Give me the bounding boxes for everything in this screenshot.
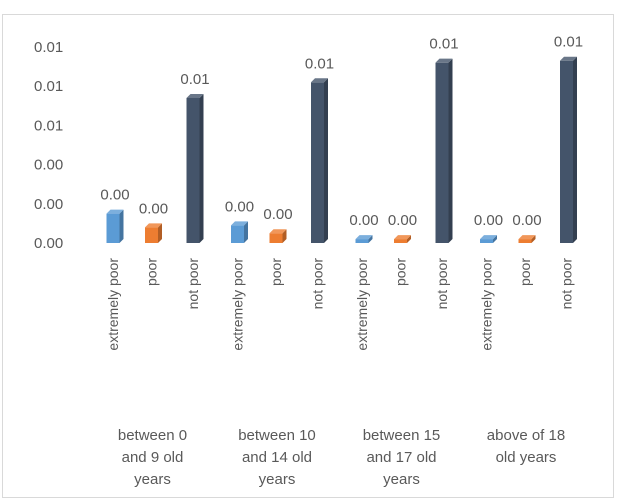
bar bbox=[145, 227, 158, 243]
data-label: 0.01 bbox=[180, 71, 209, 88]
y-tick-label: 0.00 bbox=[34, 196, 63, 213]
data-label: 0.00 bbox=[263, 206, 292, 223]
bar-top bbox=[186, 93, 204, 98]
chart-border bbox=[2, 14, 614, 498]
bar-side bbox=[244, 221, 248, 243]
bar bbox=[560, 60, 573, 243]
data-label: 0.00 bbox=[388, 212, 417, 229]
bar bbox=[269, 233, 283, 243]
bar bbox=[231, 225, 244, 243]
bar-category-label: poor bbox=[268, 258, 284, 286]
group-label: and 17 old bbox=[366, 449, 436, 466]
category-labels: extremely poor poor not poor extremely poor… bbox=[105, 258, 575, 351]
group-label: years bbox=[134, 471, 171, 488]
group-label: years bbox=[259, 471, 296, 488]
data-label: 0.00 bbox=[100, 187, 129, 204]
bar-side bbox=[199, 93, 204, 244]
bar-side bbox=[573, 56, 577, 243]
bar-top bbox=[231, 221, 248, 226]
bar bbox=[480, 239, 493, 243]
group-label: between 15 bbox=[363, 427, 441, 444]
bar-category-label: not poor bbox=[434, 258, 450, 310]
y-axis-ticks: 0.00 0.00 0.00 0.01 0.01 0.01 bbox=[34, 39, 63, 252]
y-tick-label: 0.00 bbox=[34, 235, 63, 252]
bar-category-label: poor bbox=[393, 258, 409, 286]
bar-category-label: extremely poor bbox=[479, 258, 495, 351]
data-labels: 0.00 0.00 0.01 0.00 0.00 0.01 0.00 0.00 0.01 0.00… bbox=[100, 34, 583, 229]
data-label: 0.00 bbox=[139, 200, 168, 217]
data-label: 0.01 bbox=[305, 55, 334, 72]
bar-series bbox=[106, 56, 577, 244]
bar-category-label: extremely poor bbox=[105, 258, 121, 351]
y-tick-label: 0.01 bbox=[34, 78, 63, 95]
group-label: and 14 old bbox=[242, 449, 312, 466]
bar-top bbox=[480, 235, 497, 240]
bar bbox=[518, 239, 532, 243]
bar-category-label: not poor bbox=[310, 258, 326, 310]
y-tick-label: 0.00 bbox=[34, 157, 63, 174]
bar-side bbox=[493, 235, 497, 243]
group-label: above of 18 bbox=[487, 427, 565, 444]
bar-category-label: extremely poor bbox=[230, 258, 246, 351]
data-label: 0.01 bbox=[554, 34, 583, 51]
y-tick-label: 0.01 bbox=[34, 117, 63, 134]
group-label: and 9 old bbox=[122, 449, 184, 466]
bar-side bbox=[448, 58, 453, 244]
bar bbox=[106, 213, 120, 243]
bar-top bbox=[394, 235, 411, 240]
data-label: 0.00 bbox=[225, 198, 254, 215]
bar bbox=[355, 239, 369, 243]
bar-category-label: extremely poor bbox=[354, 258, 370, 351]
group-label: between 10 bbox=[238, 427, 316, 444]
group-label: between 0 bbox=[118, 427, 187, 444]
bar-category-label: not poor bbox=[185, 258, 201, 310]
bar-side bbox=[368, 235, 373, 243]
bar bbox=[435, 62, 449, 244]
group-label: years bbox=[383, 471, 420, 488]
group-labels: between 0 and 9 old years between 10 and 14 … bbox=[118, 427, 565, 488]
bar-side bbox=[324, 78, 328, 243]
bar-top bbox=[269, 229, 287, 234]
bar-category-label: poor bbox=[517, 258, 533, 286]
bar-side bbox=[407, 235, 411, 243]
bar-top bbox=[518, 235, 536, 240]
bar-category-label: poor bbox=[144, 258, 160, 286]
group-label: old years bbox=[496, 449, 557, 466]
bar bbox=[311, 82, 324, 243]
y-tick-label: 0.01 bbox=[34, 39, 63, 56]
data-label: 0.00 bbox=[512, 212, 541, 229]
bar bbox=[394, 239, 407, 243]
data-label: 0.01 bbox=[429, 36, 458, 53]
bar-top bbox=[435, 58, 453, 63]
bar-side bbox=[282, 229, 287, 243]
bar-top bbox=[560, 56, 577, 61]
bar-top bbox=[106, 209, 124, 214]
bar-side bbox=[158, 223, 162, 243]
bar-category-label: not poor bbox=[559, 258, 575, 310]
bar-top bbox=[355, 235, 373, 240]
data-label: 0.00 bbox=[474, 212, 503, 229]
bar-side bbox=[119, 209, 124, 243]
bar-top bbox=[145, 223, 162, 228]
bar-top bbox=[311, 78, 328, 83]
bar-side bbox=[531, 235, 536, 243]
data-label: 0.00 bbox=[349, 212, 378, 229]
bar bbox=[186, 97, 200, 244]
